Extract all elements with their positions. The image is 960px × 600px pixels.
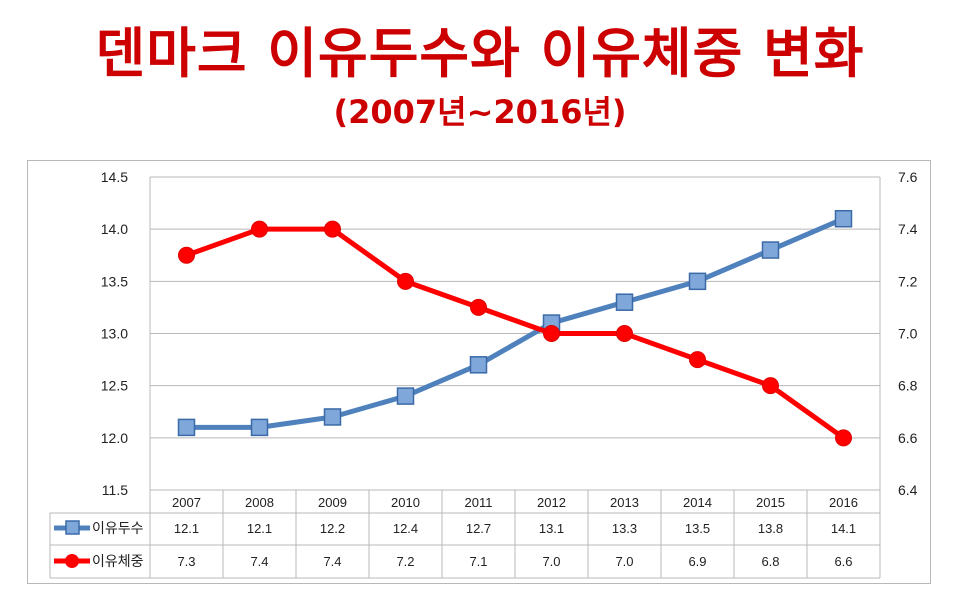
table-value: 7.1 [469, 554, 487, 569]
legend-label: 이유두수 [92, 520, 144, 536]
table-value: 12.4 [393, 521, 418, 536]
y-left-tick-label: 12.0 [101, 430, 128, 446]
x-tick-label: 2008 [245, 495, 274, 510]
y-left-tick-label: 12.5 [101, 378, 128, 394]
data-point [688, 272, 707, 291]
y-right-tick-label: 7.6 [898, 169, 918, 185]
data-point [250, 418, 269, 437]
data-point [178, 246, 195, 264]
y-right-tick-label: 6.8 [898, 378, 918, 394]
x-tick-label: 2016 [829, 495, 858, 510]
legend-marker [65, 520, 80, 535]
x-tick-label: 2010 [391, 495, 420, 510]
legend-label: 이유체중 [92, 553, 144, 569]
data-point [324, 220, 341, 238]
table-value: 7.0 [542, 554, 560, 569]
table-value: 14.1 [831, 521, 856, 536]
data-point [543, 325, 560, 342]
y-left-tick-label: 14.5 [101, 169, 128, 185]
data-point [469, 356, 488, 374]
table-value: 12.1 [247, 521, 272, 536]
table-value: 7.4 [250, 554, 268, 569]
table-value: 13.3 [612, 521, 637, 536]
x-tick-label: 2011 [465, 495, 493, 510]
data-point [323, 408, 342, 426]
data-point [397, 272, 414, 290]
data-point [761, 241, 780, 259]
series-line-2 [185, 226, 845, 440]
y-right-tick-label: 7.2 [898, 273, 918, 289]
table-value: 12.1 [174, 521, 199, 536]
table-value: 7.2 [396, 554, 414, 569]
data-point [251, 220, 268, 238]
x-tick-label: 2014 [683, 495, 712, 510]
y-left-tick-label: 14.0 [101, 221, 128, 237]
x-tick-label: 2012 [537, 495, 566, 510]
data-point [835, 429, 852, 447]
table-value: 13.5 [685, 521, 710, 536]
x-tick-label: 2007 [172, 495, 201, 510]
y-right-tick-label: 7.4 [898, 221, 918, 237]
x-tick-label: 2013 [610, 495, 639, 510]
table-value: 7.4 [323, 554, 341, 569]
y-right-tick-label: 7.0 [898, 326, 918, 342]
table-value: 12.2 [320, 521, 345, 536]
data-point [762, 377, 779, 395]
y-left-tick-label: 13.5 [101, 273, 128, 289]
data-point [396, 387, 415, 405]
chart-subtitle: (2007년~2016년) [333, 93, 627, 131]
data-point [689, 351, 706, 369]
data-point [615, 293, 634, 311]
y-right-tick-label: 6.6 [898, 430, 918, 446]
table-value: 7.0 [615, 554, 633, 569]
x-tick-label: 2009 [318, 495, 347, 510]
table-value: 13.8 [758, 521, 783, 536]
table-value: 7.3 [177, 554, 195, 569]
x-tick-label: 2015 [756, 495, 785, 510]
y-right-tick-label: 6.4 [898, 482, 918, 498]
chart-title: 덴마크 이유두수와 이유체중 변화 [95, 22, 865, 85]
legend-marker [65, 554, 79, 568]
data-point [834, 209, 853, 228]
table-value: 6.9 [688, 554, 706, 569]
table-value: 6.6 [834, 554, 852, 569]
series-line-1 [186, 216, 845, 430]
table-value: 13.1 [539, 521, 564, 536]
y-left-tick-label: 11.5 [102, 482, 128, 498]
table-value: 12.7 [466, 521, 491, 536]
data-point [470, 298, 487, 316]
y-left-tick-label: 13.0 [101, 326, 128, 342]
data-point [616, 325, 633, 342]
table-value: 6.8 [761, 554, 779, 569]
data-point [177, 418, 196, 437]
